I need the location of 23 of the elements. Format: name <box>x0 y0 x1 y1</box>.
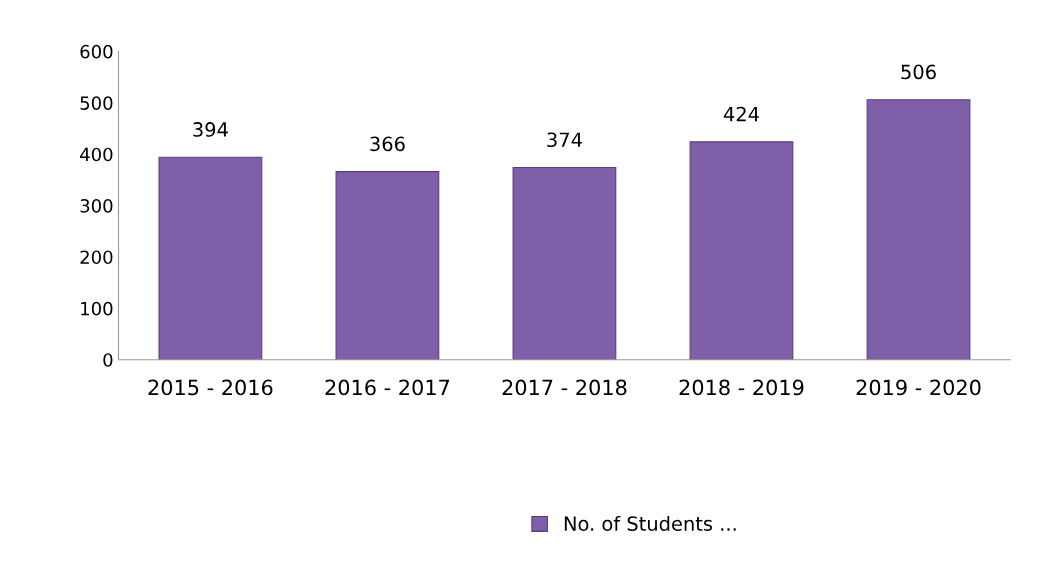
data-label: 394 <box>193 122 228 137</box>
y-tick-label: 400 <box>80 147 113 162</box>
bar <box>158 156 263 360</box>
bar <box>866 99 971 360</box>
x-tick-label: 2019 - 2020 <box>856 379 981 396</box>
data-label: 424 <box>723 106 759 122</box>
x-tick-label: 2016 - 2017 <box>325 379 450 396</box>
x-tick-label: 2017 - 2018 <box>502 379 627 396</box>
data-label: 366 <box>370 136 405 152</box>
y-tick-label: 300 <box>80 199 113 213</box>
data-label: 374 <box>547 132 582 148</box>
y-tick-label: 200 <box>80 250 113 265</box>
bar <box>689 141 794 360</box>
y-tick-label: 600 <box>80 44 113 59</box>
y-tick-label: 0 <box>103 353 113 367</box>
data-label: 506 <box>901 64 936 80</box>
x-tick-label: 2018 - 2019 <box>679 379 804 396</box>
y-tick-label: 100 <box>81 301 113 316</box>
y-tick-label: 500 <box>80 96 113 110</box>
legend-label: No. of Students ... <box>564 515 736 531</box>
x-tick-label: 2015 - 2016 <box>148 379 273 396</box>
bar <box>512 166 617 360</box>
bar <box>335 171 440 360</box>
